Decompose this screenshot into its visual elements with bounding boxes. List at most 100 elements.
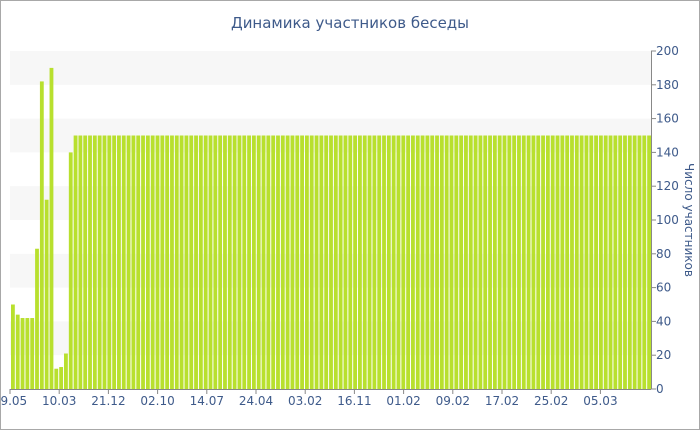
bar <box>517 135 521 389</box>
bar <box>333 135 338 389</box>
bar <box>430 135 435 389</box>
bar <box>15 314 20 389</box>
bar <box>319 135 324 389</box>
y-axis-label: Число участников <box>682 163 696 277</box>
bar <box>497 135 502 389</box>
bar <box>358 135 362 389</box>
bar <box>256 135 261 389</box>
y-tick-label: 160 <box>656 112 679 126</box>
y-tick-label: 60 <box>656 281 671 295</box>
bar <box>435 135 439 389</box>
bar <box>502 135 507 389</box>
bar <box>391 135 396 389</box>
bar <box>170 135 174 389</box>
bar <box>618 135 623 389</box>
bar <box>449 135 454 389</box>
bar <box>478 135 483 389</box>
bar <box>44 199 49 389</box>
bar <box>603 135 608 389</box>
bar <box>64 353 68 389</box>
bar <box>420 135 425 389</box>
bar <box>314 135 319 389</box>
bar <box>627 135 632 389</box>
chart-title: Динамика участников беседы <box>231 14 469 32</box>
bar <box>300 135 304 389</box>
bar <box>247 135 251 389</box>
x-tick-label: 24.04 <box>239 394 273 408</box>
bar <box>594 135 598 389</box>
bar <box>598 135 603 389</box>
bar <box>507 135 512 389</box>
grid-band <box>10 51 651 85</box>
x-tick-label: 29.05 <box>0 394 27 408</box>
bar <box>271 135 276 389</box>
y-tick-label: 20 <box>656 348 671 362</box>
bar <box>444 135 449 389</box>
bar <box>512 135 517 389</box>
bar <box>232 135 237 389</box>
x-tick-label: 02.10 <box>140 394 174 408</box>
bar <box>570 135 574 389</box>
bar <box>382 135 386 389</box>
y-tick-label: 100 <box>656 213 679 227</box>
bar <box>468 135 473 389</box>
x-tick-label: 05.03 <box>583 394 617 408</box>
bar <box>184 135 189 389</box>
bar <box>126 135 131 389</box>
bar <box>78 135 83 389</box>
bar <box>160 135 165 389</box>
x-tick-label: 17.02 <box>485 394 519 408</box>
bar <box>386 135 391 389</box>
bar <box>117 135 121 389</box>
bar <box>251 135 256 389</box>
y-tick-label: 200 <box>656 44 679 58</box>
bar <box>11 304 15 389</box>
bar <box>155 135 160 389</box>
bar <box>541 135 545 389</box>
bar <box>39 81 44 390</box>
bar <box>141 135 145 389</box>
bar <box>488 135 492 389</box>
bar <box>165 135 170 389</box>
bar <box>362 135 367 389</box>
x-tick-label: 03.02 <box>288 394 322 408</box>
bar <box>266 135 271 389</box>
bar <box>343 135 348 389</box>
bar <box>521 135 526 389</box>
bar <box>401 135 406 389</box>
bar <box>285 135 290 389</box>
bar <box>304 135 309 389</box>
bar <box>309 135 314 389</box>
bar <box>198 135 203 389</box>
bar <box>83 135 88 389</box>
bar <box>613 135 618 389</box>
bar <box>550 135 555 389</box>
bar <box>565 135 570 389</box>
x-tick-label: 01.02 <box>386 394 420 408</box>
bar <box>637 135 642 389</box>
bar <box>112 135 117 389</box>
bar <box>589 135 594 389</box>
y-tick-label: 140 <box>656 145 679 159</box>
bar <box>107 135 112 389</box>
bar <box>179 135 184 389</box>
bar <box>280 135 285 389</box>
bar <box>54 368 59 389</box>
bar <box>372 135 377 389</box>
bar <box>545 135 550 389</box>
bar <box>411 135 415 389</box>
bar <box>329 135 333 389</box>
bar <box>227 135 232 389</box>
bar <box>459 135 464 389</box>
y-tick-label: 80 <box>656 247 671 261</box>
bar <box>353 135 358 389</box>
bar <box>237 135 242 389</box>
bar <box>492 135 497 389</box>
bar <box>295 135 300 389</box>
bar <box>218 135 223 389</box>
bar <box>189 135 194 389</box>
y-tick-label: 0 <box>656 382 664 396</box>
bar <box>324 135 329 389</box>
bar <box>223 135 227 389</box>
